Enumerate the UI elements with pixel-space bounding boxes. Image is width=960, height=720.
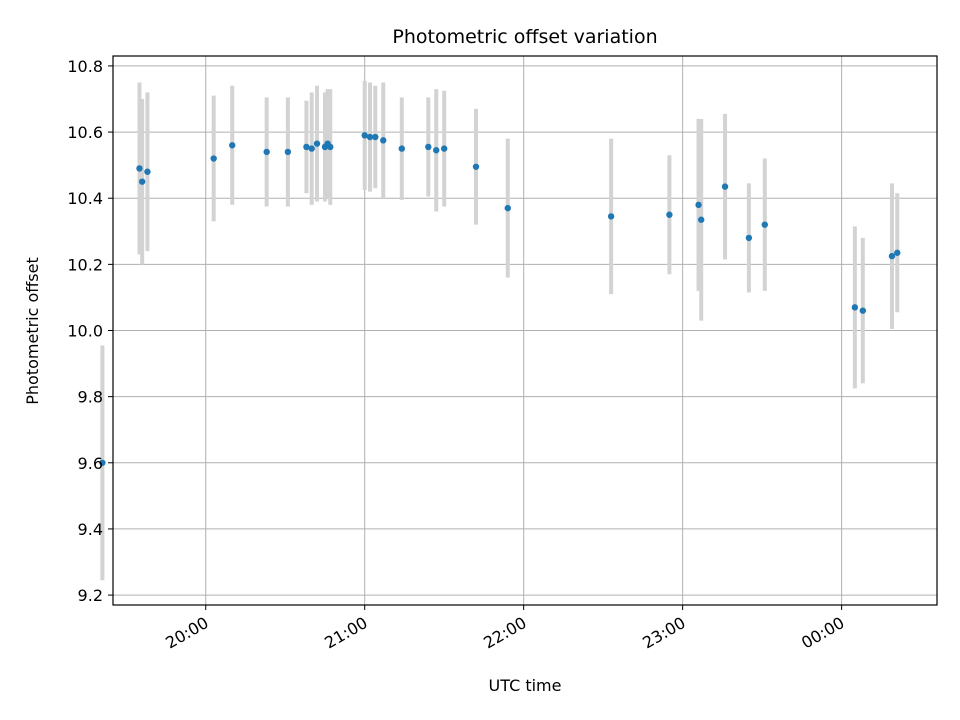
data-point — [433, 147, 440, 154]
data-point — [99, 459, 106, 466]
y-tick-label: 9.8 — [78, 388, 103, 407]
data-point — [229, 142, 236, 149]
data-point — [366, 133, 374, 141]
data-point — [697, 216, 705, 223]
data-point — [380, 137, 387, 144]
data-point — [695, 201, 702, 209]
data-point — [666, 211, 673, 218]
data-point — [851, 304, 859, 311]
y-tick-label: 10.8 — [67, 57, 103, 76]
data-point — [440, 145, 448, 152]
data-point — [327, 143, 334, 151]
y-tick-label: 10.2 — [67, 255, 103, 274]
data-point — [761, 221, 768, 228]
data-point — [313, 140, 321, 147]
data-point — [138, 178, 146, 185]
y-tick-label: 10.4 — [67, 189, 103, 208]
data-point — [210, 155, 217, 162]
data-point — [284, 148, 292, 156]
data-point — [372, 133, 379, 141]
data-point — [308, 145, 315, 152]
data-points — [99, 132, 901, 466]
data-point — [425, 143, 432, 151]
data-point — [745, 234, 753, 242]
y-tick-label: 10.0 — [67, 322, 103, 341]
x-axis-title: UTC time — [489, 676, 562, 695]
data-point — [504, 204, 511, 212]
data-point — [472, 163, 480, 170]
data-point — [144, 168, 151, 175]
data-point — [303, 143, 310, 151]
data-point — [263, 148, 270, 156]
data-point — [607, 213, 615, 220]
data-point — [136, 165, 143, 172]
grid-lines — [113, 56, 937, 605]
data-point — [398, 145, 405, 152]
y-tick-label: 9.2 — [78, 586, 103, 605]
data-point — [859, 307, 867, 314]
y-axis-title: Photometric offset — [23, 257, 42, 405]
chart-title: Photometric offset variation — [392, 26, 657, 48]
y-tick-label: 9.6 — [78, 454, 103, 473]
data-point — [894, 249, 901, 256]
data-point — [361, 132, 368, 139]
y-tick-label: 10.6 — [67, 123, 103, 142]
data-point — [888, 252, 896, 260]
y-tick-label: 9.4 — [78, 520, 103, 539]
data-point — [721, 183, 729, 190]
